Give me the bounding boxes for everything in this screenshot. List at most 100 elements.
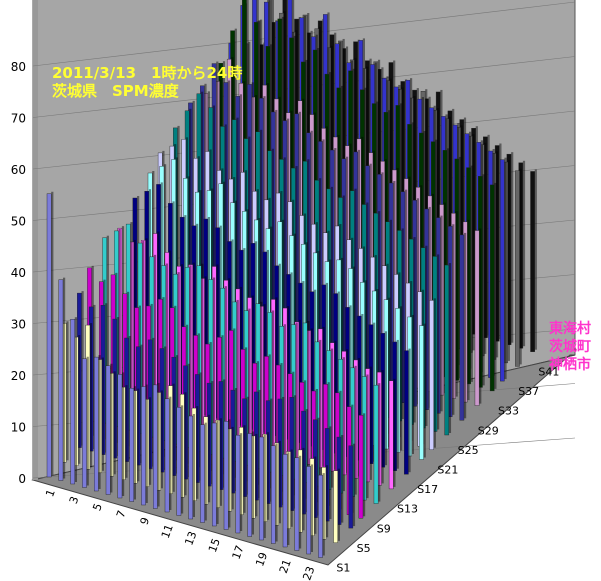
bar-side — [236, 117, 239, 371]
bar-side — [248, 136, 251, 374]
x-tick-label: 19 — [253, 551, 270, 569]
bar-side — [295, 166, 298, 388]
bar-side — [433, 298, 436, 448]
bar-side — [472, 134, 475, 351]
y-tick-label: 30 — [11, 318, 26, 332]
bar — [93, 356, 99, 492]
bar — [188, 415, 194, 520]
bar — [70, 319, 75, 485]
bar-side — [177, 125, 180, 353]
bar-side — [455, 211, 458, 397]
bar-side — [89, 323, 93, 468]
series-tick-label: S5 — [357, 542, 371, 555]
bar-side — [393, 378, 396, 487]
bar-side — [519, 168, 522, 365]
bar-side — [251, 431, 254, 535]
bar-side — [248, 308, 251, 464]
bar — [515, 170, 520, 367]
bar-side — [342, 195, 345, 402]
bar-side — [201, 91, 204, 360]
bar — [176, 407, 182, 516]
bar-side — [118, 228, 121, 425]
bar-side — [74, 317, 77, 482]
bar-side — [106, 235, 109, 422]
bar-side — [271, 310, 275, 471]
bar-side — [452, 224, 455, 415]
bar-side — [98, 355, 101, 489]
series-tick-label: S9 — [377, 522, 391, 535]
bar-side — [101, 357, 104, 471]
side-wall — [33, 0, 38, 480]
bar-side — [305, 409, 308, 513]
bar-side — [396, 339, 399, 469]
bar — [105, 365, 111, 495]
bar-side — [290, 449, 293, 527]
bar-side — [66, 321, 69, 461]
bar-side — [283, 157, 286, 384]
bar-side — [299, 455, 302, 549]
bar-side — [137, 388, 140, 482]
bar-side — [329, 426, 332, 520]
bar-side — [113, 371, 116, 475]
bar — [333, 470, 338, 544]
bar-side — [122, 372, 125, 496]
bar — [58, 279, 64, 481]
bar-side — [470, 165, 473, 382]
bar — [129, 388, 135, 502]
bar-side — [354, 188, 357, 405]
bar-side — [364, 280, 367, 440]
bar-side — [271, 148, 275, 381]
bar-side — [363, 413, 366, 517]
bar-side — [337, 468, 340, 541]
bar-side — [145, 384, 148, 503]
bar-side — [342, 357, 345, 492]
bar-side — [212, 277, 216, 453]
bar-side — [157, 382, 160, 507]
bar-side — [440, 215, 443, 412]
bar-side — [495, 151, 499, 358]
highlight-label-2: 茨城町 — [549, 339, 591, 355]
bar-side — [413, 237, 416, 423]
bar-side — [448, 263, 452, 433]
series-tick-label: S29 — [478, 424, 499, 437]
bar-side — [317, 417, 320, 516]
bar — [419, 325, 424, 460]
bar-side — [201, 263, 204, 450]
bar-side — [133, 386, 136, 500]
bar-side — [260, 301, 263, 467]
bar-side — [307, 159, 310, 391]
x-tick-label: 23 — [300, 565, 317, 581]
bar-side — [319, 339, 322, 485]
bar-side — [282, 396, 285, 506]
highlight-label-1: 東海村 — [549, 321, 591, 337]
y-tick-label: 50 — [11, 215, 26, 229]
bar-side — [125, 385, 128, 478]
series-tick-label: S37 — [518, 385, 539, 398]
bar-side — [130, 222, 133, 429]
bar — [489, 184, 495, 392]
y-tick-label: 20 — [11, 369, 26, 383]
bar-side — [219, 418, 222, 506]
bar — [444, 264, 450, 436]
bar-side — [494, 182, 497, 389]
bar-side — [354, 365, 357, 495]
bar-side — [341, 435, 344, 523]
x-tick-label: 7 — [114, 509, 129, 520]
bar-side — [78, 335, 81, 464]
bar-side — [216, 421, 219, 524]
x-tick-label: 13 — [182, 530, 199, 548]
bar-side — [378, 211, 381, 412]
bar-side — [467, 219, 470, 401]
bar-side — [352, 266, 355, 437]
bar-side — [148, 397, 152, 485]
bar — [348, 445, 354, 529]
bar — [459, 234, 465, 421]
bar — [388, 380, 394, 490]
bar-side — [507, 160, 510, 361]
bar-side — [153, 254, 157, 436]
bar — [235, 434, 241, 534]
bar-side — [369, 366, 372, 480]
bar — [271, 445, 276, 544]
